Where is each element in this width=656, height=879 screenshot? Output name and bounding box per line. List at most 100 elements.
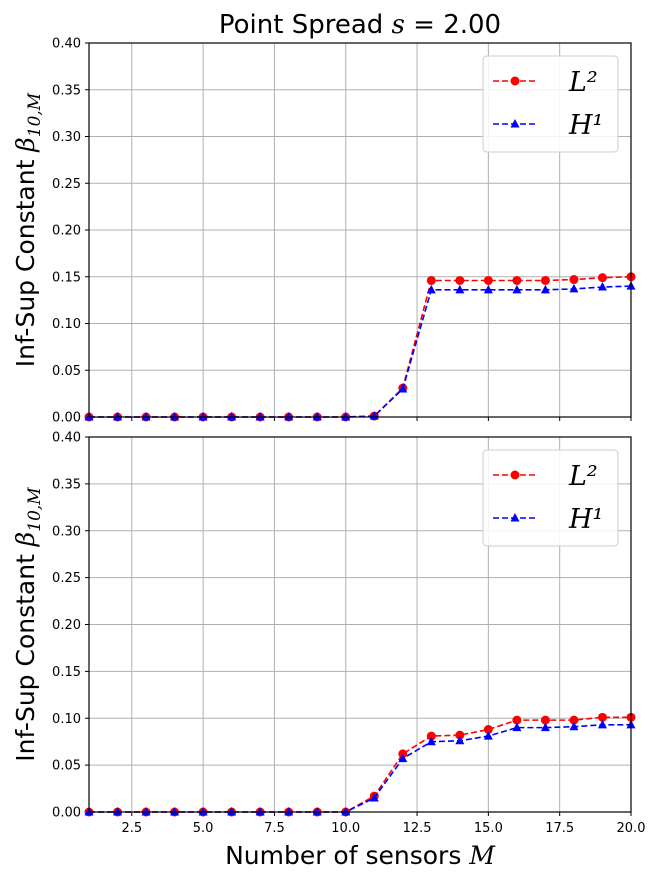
y-tick-label: 0.35: [52, 477, 81, 492]
data-point: [512, 715, 522, 725]
axes-frame: [88, 42, 632, 418]
y-tick-label: 0.40: [52, 37, 81, 52]
data-point: [255, 807, 265, 816]
data-point: [198, 807, 208, 816]
series-line: [89, 285, 632, 418]
y-tick-label: 0.10: [52, 712, 81, 727]
x-tick-label: 12.5: [403, 821, 432, 836]
data-point: [426, 275, 436, 285]
x-tick-label: 15.0: [474, 821, 503, 836]
x-tick-label: 20.0: [617, 821, 646, 836]
data-point: [569, 721, 579, 731]
panel-2: 0.00 0.05 0.10 0.15 0.20 0.25 0.30 0.35 0.40 2.5 5…: [11, 431, 645, 871]
y-tick-label: 0.15: [52, 270, 81, 285]
data-point: [369, 792, 379, 802]
data-point: [540, 722, 550, 732]
data-point: [540, 284, 550, 294]
y-tick-label: 0.05: [52, 759, 81, 774]
panel-1: 0.00 0.05 0.10 0.15 0.20 0.25 0.30 0.35 0.40 L² H¹…: [11, 10, 636, 426]
y-tick-label: 0.40: [52, 431, 81, 446]
data-point: [483, 731, 493, 740]
data-point: [569, 715, 579, 725]
data-point: [341, 807, 351, 816]
data-point: [569, 283, 579, 293]
axes-frame: [88, 436, 632, 813]
legend-marker: [510, 470, 520, 480]
data-point: [227, 412, 237, 421]
data-point: [426, 736, 436, 746]
data-point: [284, 807, 294, 816]
data-point: [426, 731, 436, 741]
data-point: [597, 273, 607, 283]
data-point: [398, 753, 408, 763]
x-axis-label: Number of sensors M: [225, 841, 496, 870]
series-line: [89, 724, 631, 813]
data-point: [455, 735, 465, 745]
data-point: [597, 712, 607, 722]
data-point: [141, 807, 151, 816]
data-point: [512, 284, 522, 294]
y-tick-label: 0.25: [52, 571, 81, 586]
data-point: [426, 284, 436, 294]
x-tick-label: 2.5: [121, 821, 142, 836]
legend-label: H¹: [568, 110, 603, 141]
data-point: [483, 725, 493, 734]
data-point: [569, 275, 579, 285]
y-tick-label: 0.30: [52, 524, 81, 539]
legend-label: H¹: [568, 504, 603, 535]
data-point: [198, 412, 208, 421]
data-point: [312, 412, 322, 421]
y-tick-label: 0.20: [52, 224, 81, 239]
legend-marker: [510, 119, 520, 128]
data-point: [113, 807, 123, 816]
series-l2: [84, 272, 636, 422]
y-tick-label: 0.20: [52, 618, 81, 633]
data-point: [455, 730, 465, 740]
data-point: [512, 275, 522, 285]
y-tick-label: 0.05: [52, 364, 81, 379]
x-tick-label: 7.5: [264, 821, 285, 836]
data-point: [170, 807, 180, 816]
legend-label: L²: [568, 461, 598, 492]
legend-marker: [510, 513, 520, 522]
data-point: [284, 412, 294, 421]
data-point: [540, 275, 550, 285]
data-point: [341, 412, 351, 421]
data-point: [455, 275, 465, 285]
data-point: [512, 722, 522, 732]
series-h1: [84, 281, 636, 421]
y-tick-label: 0.35: [52, 83, 81, 98]
data-point: [540, 715, 550, 725]
y-tick-label: 0.00: [52, 806, 81, 821]
data-point: [113, 412, 123, 421]
data-point: [255, 412, 265, 421]
series-h1: [84, 719, 636, 816]
x-tick-label: 5.0: [193, 821, 214, 836]
data-point: [141, 412, 151, 421]
y-tick-label: 0.30: [52, 130, 81, 145]
chart-title: Point Spread s = 2.00: [219, 10, 501, 40]
data-point: [170, 412, 180, 421]
y-axis-label: Inf-Sup Constant β10,M: [11, 487, 45, 762]
y-tick-label: 0.10: [52, 317, 81, 332]
data-point: [597, 719, 607, 729]
data-point: [312, 807, 322, 816]
y-axis-label: Inf-Sup Constant β10,M: [11, 92, 45, 367]
x-tick-label: 10.0: [331, 821, 360, 836]
series-line: [89, 275, 632, 418]
data-point: [483, 284, 493, 294]
y-tick-label: 0.00: [52, 411, 81, 426]
legend: L² H¹: [482, 449, 619, 547]
y-tick-label: 0.15: [52, 665, 81, 680]
data-point: [483, 275, 493, 285]
legend-marker: [510, 76, 520, 86]
legend-label: L²: [568, 67, 598, 98]
legend: L² H¹: [482, 55, 619, 153]
x-tick-label: 17.5: [545, 821, 574, 836]
data-point: [597, 282, 607, 291]
y-tick-label: 0.25: [52, 177, 81, 192]
data-point: [455, 284, 465, 294]
data-point: [398, 383, 408, 393]
data-point: [227, 807, 237, 816]
